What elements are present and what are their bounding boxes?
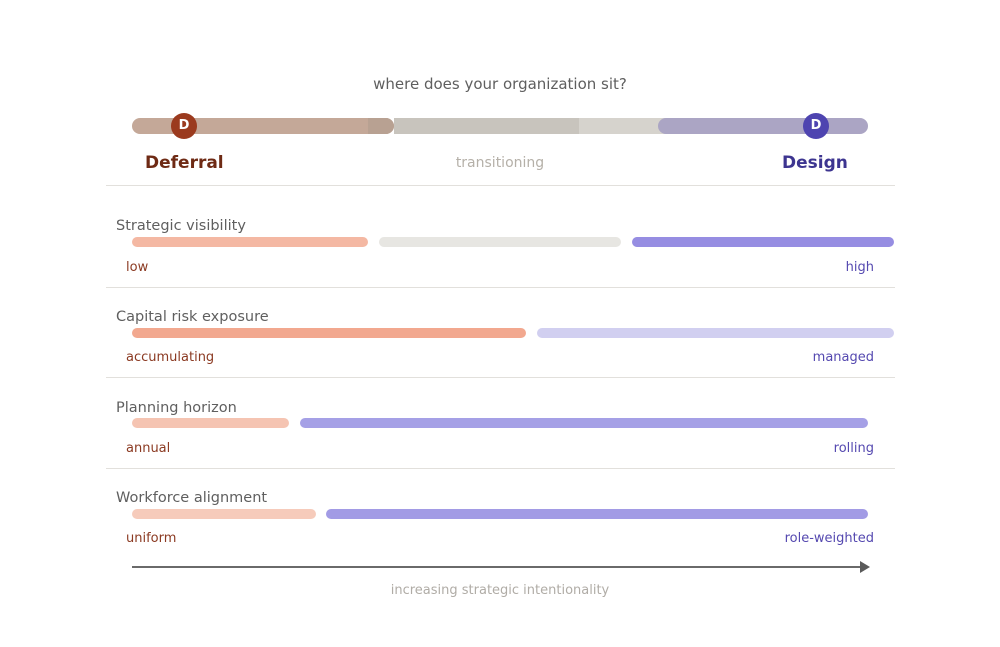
axis-arrow-line: [132, 566, 862, 568]
high-label: role-weighted: [784, 531, 874, 546]
question-title: where does your organization sit?: [373, 75, 627, 93]
row-title-workforce-alignment: Workforce alignment: [116, 490, 268, 506]
high-label: high: [845, 260, 874, 275]
bar-deferral: [132, 237, 368, 247]
spectrum-segment-transition-light: [579, 118, 669, 134]
row-title-capital-risk-exposure: Capital risk exposure: [116, 309, 269, 325]
arrow-right-icon: [860, 561, 870, 573]
bar-design: [300, 418, 868, 428]
spectrum-segment-transition: [394, 118, 579, 134]
spectrum-segment-design: [658, 118, 868, 134]
divider: [106, 287, 895, 288]
design-label: Design: [782, 153, 848, 173]
high-label: rolling: [833, 441, 874, 456]
divider: [106, 468, 895, 469]
bar-design: [326, 509, 868, 519]
low-label: accumulating: [126, 350, 215, 365]
bar-deferral: [132, 328, 526, 338]
high-label: managed: [812, 350, 874, 365]
divider: [106, 377, 895, 378]
deferral-marker[interactable]: D: [171, 113, 197, 139]
deferral-label: Deferral: [145, 153, 224, 173]
transitioning-label: transitioning: [455, 155, 545, 171]
bar-design: [632, 237, 894, 247]
low-label: annual: [126, 441, 171, 456]
bar-deferral: [132, 418, 289, 428]
spectrum-segment-deferral: [132, 118, 394, 134]
axis-label: increasing strategic intentionality: [390, 583, 610, 598]
spectrum-segment-overlap: [368, 118, 394, 134]
divider: [106, 185, 895, 186]
low-label: uniform: [126, 531, 177, 546]
bar-transitioning: [379, 237, 621, 247]
design-marker[interactable]: D: [803, 113, 829, 139]
row-title-planning-horizon: Planning horizon: [116, 400, 237, 416]
bar-deferral: [132, 509, 316, 519]
row-title-strategic-visibility: Strategic visibility: [116, 218, 246, 234]
bar-design: [537, 328, 894, 338]
low-label: low: [126, 260, 149, 275]
